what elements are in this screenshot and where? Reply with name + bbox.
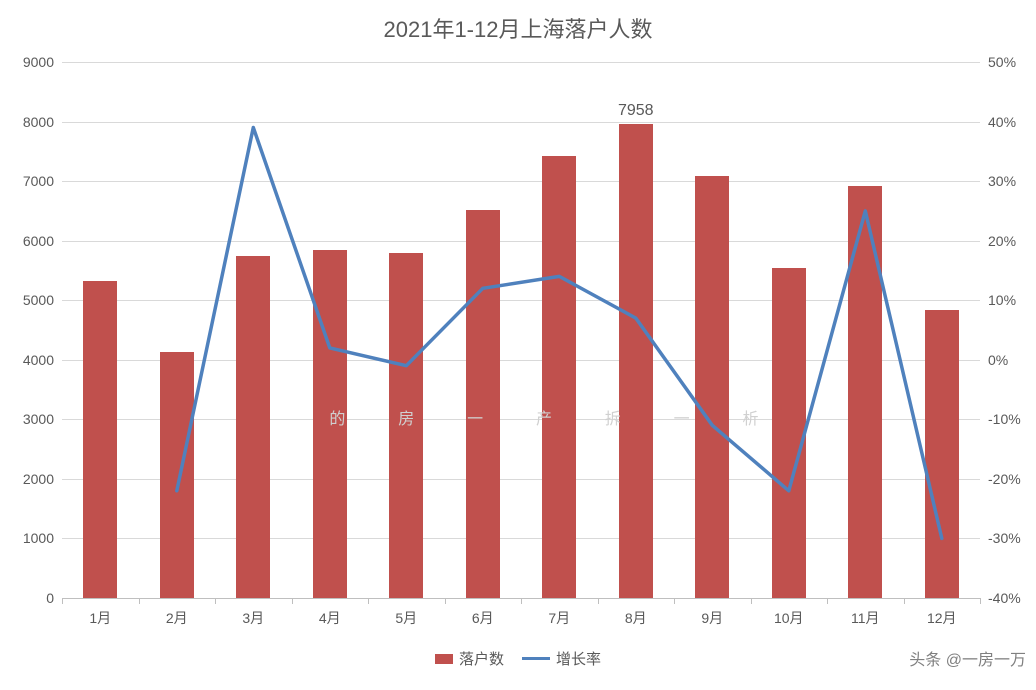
y-left-tick-label: 1000 xyxy=(4,530,54,546)
legend-item: 落户数 xyxy=(435,648,504,669)
x-tick-label: 4月 xyxy=(292,608,369,628)
y-left-tick-label: 9000 xyxy=(4,54,54,70)
plot-area: 0100020003000400050006000700080009000-40… xyxy=(62,62,980,598)
y-right-tick-label: 40% xyxy=(988,114,1036,130)
x-tick-label: 12月 xyxy=(904,608,981,628)
x-tick xyxy=(980,598,981,604)
x-tick xyxy=(292,598,293,604)
y-right-tick-label: -30% xyxy=(988,530,1036,546)
legend-swatch-bar xyxy=(435,654,453,664)
legend-label: 落户数 xyxy=(459,648,504,669)
y-left-tick-label: 3000 xyxy=(4,411,54,427)
x-tick xyxy=(521,598,522,604)
x-tick-label: 7月 xyxy=(521,608,598,628)
x-tick-label: 9月 xyxy=(674,608,751,628)
y-right-tick-label: 50% xyxy=(988,54,1036,70)
y-right-tick-label: -40% xyxy=(988,590,1036,606)
y-left-tick-label: 0 xyxy=(4,590,54,606)
x-tick xyxy=(598,598,599,604)
y-left-tick-label: 7000 xyxy=(4,173,54,189)
y-right-tick-label: 20% xyxy=(988,233,1036,249)
x-tick-label: 1月 xyxy=(62,608,139,628)
y-right-tick-label: 30% xyxy=(988,173,1036,189)
legend: 落户数 增长率 xyxy=(0,648,1036,669)
x-tick xyxy=(827,598,828,604)
legend-label: 增长率 xyxy=(556,648,601,669)
x-tick-label: 5月 xyxy=(368,608,445,628)
y-right-tick-label: -20% xyxy=(988,471,1036,487)
x-tick xyxy=(139,598,140,604)
y-left-tick-label: 6000 xyxy=(4,233,54,249)
chart-title: 2021年1-12月上海落户人数 xyxy=(0,12,1036,44)
x-tick xyxy=(445,598,446,604)
x-tick-label: 10月 xyxy=(751,608,828,628)
y-left-tick-label: 5000 xyxy=(4,292,54,308)
y-right-tick-label: -10% xyxy=(988,411,1036,427)
y-left-tick-label: 2000 xyxy=(4,471,54,487)
x-tick-label: 8月 xyxy=(598,608,675,628)
y-right-tick-label: 0% xyxy=(988,352,1036,368)
x-tick xyxy=(62,598,63,604)
y-left-tick-label: 8000 xyxy=(4,114,54,130)
chart-container: 2021年1-12月上海落户人数 01000200030004000500060… xyxy=(0,0,1036,690)
x-tick xyxy=(674,598,675,604)
y-right-tick-label: 10% xyxy=(988,292,1036,308)
x-tick xyxy=(368,598,369,604)
growth-line xyxy=(62,62,980,598)
legend-swatch-line xyxy=(522,657,550,660)
legend-item: 增长率 xyxy=(522,648,601,669)
x-tick-label: 2月 xyxy=(139,608,216,628)
x-tick xyxy=(751,598,752,604)
x-tick xyxy=(215,598,216,604)
x-tick xyxy=(904,598,905,604)
x-tick-label: 6月 xyxy=(445,608,522,628)
watermark-credit: 头条 @一房一万 xyxy=(909,646,1026,670)
y-left-tick-label: 4000 xyxy=(4,352,54,368)
x-tick-label: 11月 xyxy=(827,608,904,628)
x-tick-label: 3月 xyxy=(215,608,292,628)
